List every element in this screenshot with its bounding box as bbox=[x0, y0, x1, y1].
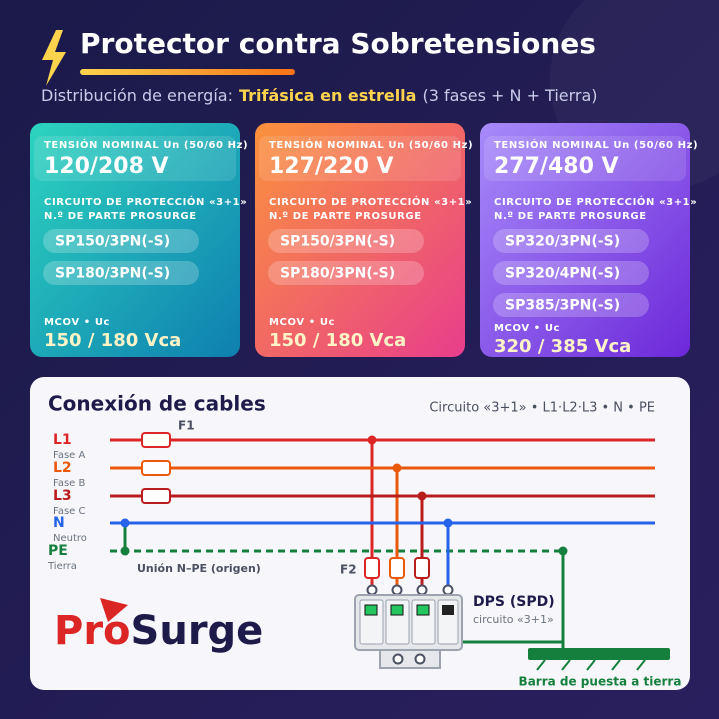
part-number: SP150/3PN(-S) bbox=[55, 234, 170, 250]
mcov: 150 / 180 Vca bbox=[269, 330, 406, 351]
subtitle-suffix: (3 fases + N + Tierra) bbox=[422, 86, 597, 105]
line-label: N bbox=[53, 515, 65, 531]
line-label: PE bbox=[48, 543, 68, 559]
line-label: L3 bbox=[53, 488, 72, 504]
card-bg bbox=[480, 123, 690, 357]
circuit-label: CIRCUITO DE PROTECCIÓN «3+1» bbox=[494, 195, 697, 208]
fuse-f1 bbox=[141, 432, 171, 448]
ground-bar-label: Barra de puesta a tierra bbox=[519, 675, 682, 689]
part-pill bbox=[493, 261, 649, 285]
part-pill bbox=[493, 293, 649, 317]
voltage-label: TENSIÓN NOMINAL Un (50/60 Hz) bbox=[44, 138, 248, 151]
mcov-label: MCOV • Uc bbox=[44, 317, 110, 328]
part-number: SP385/3PN(-S) bbox=[505, 298, 620, 314]
voltage: 277/480 V bbox=[494, 154, 619, 179]
part-pill bbox=[43, 229, 199, 253]
part-label: N.º DE PARTE PROSURGE bbox=[44, 211, 197, 222]
junction bbox=[443, 518, 453, 528]
circuit-label: CIRCUITO DE PROTECCIÓN «3+1» bbox=[44, 195, 247, 208]
junction bbox=[120, 546, 130, 556]
voltage-label: TENSIÓN NOMINAL Un (50/60 Hz) bbox=[269, 138, 473, 151]
fuse-f2 bbox=[414, 557, 430, 579]
part-pill bbox=[268, 261, 424, 285]
line-sublabel: Fase C bbox=[53, 506, 86, 517]
card-bg bbox=[255, 123, 465, 357]
junction bbox=[417, 491, 427, 501]
subtitle: Distribución de energía: Trifásica en est… bbox=[41, 86, 598, 105]
line-sublabel: Tierra bbox=[47, 561, 77, 572]
part-pill bbox=[268, 229, 424, 253]
line-sublabel: Neutro bbox=[53, 533, 87, 544]
diagram-panel bbox=[30, 377, 690, 690]
logo-mark bbox=[100, 598, 128, 622]
part-label: N.º DE PARTE PROSURGE bbox=[269, 211, 422, 222]
part-pill bbox=[43, 261, 199, 285]
voltage: 127/220 V bbox=[269, 154, 394, 179]
logo-surge: Surge bbox=[131, 608, 264, 654]
f2-label: F2 bbox=[340, 563, 357, 577]
logo-pro: ProSurge bbox=[54, 608, 263, 654]
card-band bbox=[34, 136, 236, 181]
diagram-subtitle: Circuito «3+1» • L1·L2·L3 • N • PE bbox=[429, 401, 655, 416]
f1-label: F1 bbox=[178, 419, 195, 433]
part-number: SP320/3PN(-S) bbox=[505, 234, 620, 250]
card: TENSIÓN NOMINAL Un (50/60 Hz) 277/480 V CI… bbox=[480, 123, 698, 357]
voltage: 120/208 V bbox=[44, 154, 169, 179]
junction bbox=[558, 546, 568, 556]
fuse-f2 bbox=[389, 557, 405, 579]
part-number: SP180/3PN(-S) bbox=[55, 266, 170, 282]
card: TENSIÓN NOMINAL Un (50/60 Hz) 120/208 V CI… bbox=[30, 123, 248, 357]
spd-label: DPS (SPD) bbox=[473, 594, 555, 610]
mcov-label: MCOV • Uc bbox=[269, 317, 335, 328]
diagram-title: Conexión de cables bbox=[48, 392, 266, 416]
ground-bar bbox=[528, 648, 670, 660]
bond-label: Unión N–PE (origen) bbox=[137, 562, 261, 575]
logo-pro-text: Pro bbox=[54, 608, 131, 654]
part-pill bbox=[493, 229, 649, 253]
spd-device bbox=[354, 594, 463, 669]
wiring bbox=[110, 432, 670, 671]
title: Protector contra Sobretensiones bbox=[80, 27, 596, 60]
mcov-label: MCOV • Uc bbox=[494, 323, 560, 334]
bolt-icon bbox=[42, 30, 66, 86]
card-bg bbox=[30, 123, 240, 357]
part-label: N.º DE PARTE PROSURGE bbox=[494, 211, 647, 222]
terminal bbox=[366, 584, 378, 596]
part-number: SP180/3PN(-S) bbox=[280, 266, 395, 282]
terminal bbox=[416, 584, 428, 596]
ground-hatch bbox=[536, 659, 646, 671]
line-label: L1 bbox=[53, 432, 72, 448]
fuse-f2 bbox=[364, 557, 380, 579]
circuit-label: CIRCUITO DE PROTECCIÓN «3+1» bbox=[269, 195, 472, 208]
card-band bbox=[259, 136, 461, 181]
cards: TENSIÓN NOMINAL Un (50/60 Hz) 120/208 V CI… bbox=[30, 123, 698, 357]
subtitle-highlight: Trifásica en estrella bbox=[239, 86, 417, 105]
mcov: 150 / 180 Vca bbox=[44, 330, 181, 351]
terminal bbox=[391, 584, 403, 596]
line-label: L2 bbox=[53, 460, 72, 476]
spd-sublabel: circuito «3+1» bbox=[473, 613, 554, 626]
line-sublabel: Fase B bbox=[53, 478, 86, 489]
part-number: SP150/3PN(-S) bbox=[280, 234, 395, 250]
title-underline bbox=[80, 69, 295, 75]
card-band bbox=[484, 136, 686, 181]
junction bbox=[367, 435, 377, 445]
line-sublabel: Fase A bbox=[53, 450, 86, 461]
junction bbox=[392, 463, 402, 473]
voltage-label: TENSIÓN NOMINAL Un (50/60 Hz) bbox=[494, 138, 698, 151]
card: TENSIÓN NOMINAL Un (50/60 Hz) 127/220 V CI… bbox=[255, 123, 473, 357]
terminal bbox=[442, 584, 454, 596]
fuse-f1 bbox=[141, 488, 171, 504]
fuse-f1 bbox=[141, 460, 171, 476]
part-number: SP320/4PN(-S) bbox=[505, 266, 620, 282]
mcov: 320 / 385 Vca bbox=[494, 336, 631, 357]
subtitle-prefix: Distribución de energía: bbox=[41, 86, 233, 105]
